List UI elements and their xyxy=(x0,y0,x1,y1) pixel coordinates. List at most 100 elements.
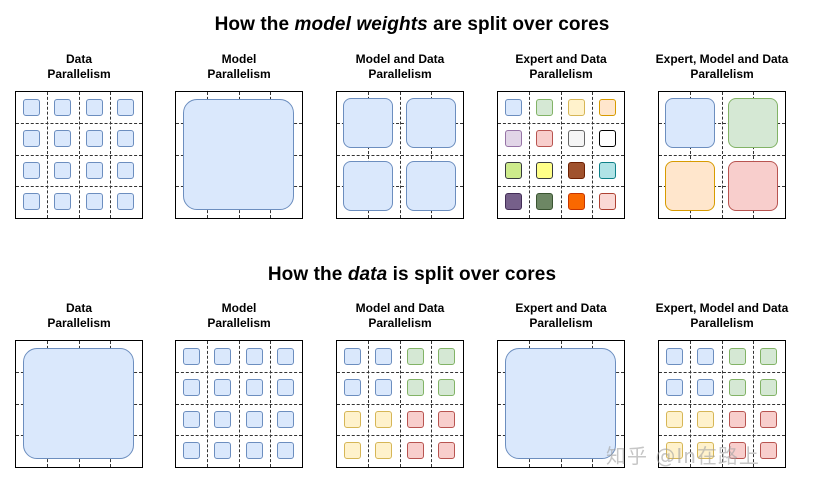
core-divider xyxy=(337,185,463,187)
green-block xyxy=(727,98,778,149)
green-block xyxy=(728,379,746,397)
core-grid xyxy=(336,91,464,219)
title-prefix: How the xyxy=(214,14,295,35)
red-block xyxy=(759,410,777,428)
core-grid xyxy=(658,340,786,468)
core-divider xyxy=(337,434,463,436)
panel-label-model-parallelism: Model Parallelism xyxy=(207,52,271,81)
blue-block xyxy=(343,160,394,211)
blue-block xyxy=(116,130,134,148)
blue-block xyxy=(85,130,103,148)
red-block xyxy=(536,130,554,148)
core-divider xyxy=(176,403,302,405)
core-divider xyxy=(752,341,754,467)
core-divider xyxy=(752,92,754,218)
panel-label-model-and-data-parallelism: Model and Data Parallelism xyxy=(355,52,445,81)
section-title-weights: How the model weights are split over cor… xyxy=(0,14,824,36)
panel-label-expert-model-and-data-parallelism: Expert, Model and Data Parallelism xyxy=(655,301,789,330)
panel-label-expert-model-and-data-parallelism: Expert, Model and Data Parallelism xyxy=(655,52,789,81)
blue-block xyxy=(405,98,456,149)
darkgreen-block xyxy=(536,192,554,210)
blue-block xyxy=(54,192,72,210)
brightyellow-block xyxy=(536,161,554,179)
green-block xyxy=(406,348,424,366)
blue-block xyxy=(214,410,232,428)
core-divider xyxy=(498,154,624,156)
core-divider xyxy=(659,154,785,156)
panel-label-expert-and-data-parallelism: Expert and Data Parallelism xyxy=(515,301,607,330)
red-block xyxy=(437,410,455,428)
yellow-block xyxy=(344,441,362,459)
watermark: 知乎 @In在路上 xyxy=(606,444,760,468)
core-divider xyxy=(16,185,142,187)
core-divider xyxy=(659,185,785,187)
blue-block xyxy=(697,379,715,397)
green-block xyxy=(536,99,554,117)
blue-block xyxy=(245,410,263,428)
panel-label-data-parallelism: Data Parallelism xyxy=(47,52,111,81)
yellow-block xyxy=(375,441,393,459)
title-suffix: are split over cores xyxy=(427,14,610,35)
brown-block xyxy=(567,161,585,179)
red-block xyxy=(759,441,777,459)
blue-block xyxy=(697,348,715,366)
blue-block xyxy=(665,98,716,149)
yellow-block xyxy=(666,410,684,428)
green-block xyxy=(759,348,777,366)
core-grid xyxy=(175,91,303,219)
lime-block xyxy=(505,161,523,179)
red-block xyxy=(728,441,746,459)
core-divider xyxy=(16,154,142,156)
purple-block xyxy=(505,130,523,148)
core-grid xyxy=(497,340,625,468)
blue-block xyxy=(23,130,41,148)
core-divider xyxy=(591,92,593,218)
blue-block xyxy=(23,348,134,459)
core-divider xyxy=(430,92,432,218)
core-grid xyxy=(497,91,625,219)
core-divider xyxy=(659,403,785,405)
blue-block xyxy=(245,441,263,459)
blue-block xyxy=(214,348,232,366)
yellow-block xyxy=(697,410,715,428)
yellow-block xyxy=(344,410,362,428)
panel-label-model-and-data-parallelism: Model and Data Parallelism xyxy=(355,301,445,330)
blue-block xyxy=(183,99,294,210)
yellow-block xyxy=(375,410,393,428)
blue-block xyxy=(54,161,72,179)
red-block xyxy=(437,441,455,459)
core-divider xyxy=(269,341,271,467)
core-divider xyxy=(659,434,785,436)
blue-block xyxy=(183,410,201,428)
blue-block xyxy=(666,348,684,366)
core-divider xyxy=(498,185,624,187)
blue-block xyxy=(276,410,294,428)
blue-block xyxy=(505,348,616,459)
red-block xyxy=(727,160,778,211)
blue-block xyxy=(214,441,232,459)
blue-block xyxy=(245,348,263,366)
darkpurple-block xyxy=(505,192,523,210)
red-block xyxy=(728,410,746,428)
yellow-block xyxy=(697,441,715,459)
blue-block xyxy=(505,99,523,117)
cyan-block xyxy=(598,161,616,179)
red-block xyxy=(406,441,424,459)
core-grid xyxy=(658,91,786,219)
blue-block xyxy=(85,192,103,210)
section-title-data: How the data is split over cores xyxy=(0,264,824,286)
blue-block xyxy=(343,98,394,149)
orange-block xyxy=(665,160,716,211)
yellow-block xyxy=(666,441,684,459)
green-block xyxy=(437,348,455,366)
core-divider xyxy=(430,341,432,467)
blue-block xyxy=(183,379,201,397)
blue-block xyxy=(54,130,72,148)
green-block xyxy=(406,379,424,397)
core-divider xyxy=(109,92,111,218)
blue-block xyxy=(85,161,103,179)
title-emph: model weights xyxy=(294,14,428,35)
blue-block xyxy=(276,441,294,459)
blue-block xyxy=(23,161,41,179)
orange-block xyxy=(598,99,616,117)
